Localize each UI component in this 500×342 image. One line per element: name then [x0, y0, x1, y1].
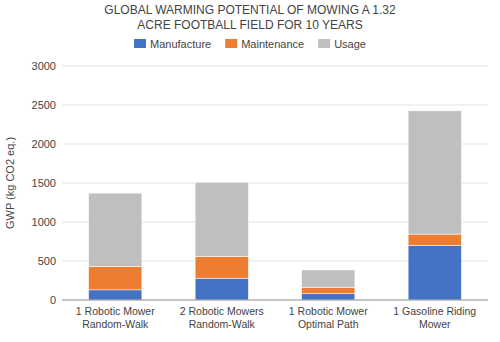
- x-tick-label: 1 Gasoline RidingMower: [393, 305, 476, 330]
- grid: [62, 66, 488, 300]
- bar-segment: [195, 278, 248, 300]
- bar-segment: [195, 182, 248, 256]
- x-tick-label: 1 Robotic MowerRandom-Walk: [76, 305, 155, 330]
- bar-segment: [89, 193, 142, 266]
- x-tick-label: 2 Robotic MowersRandom-Walk: [180, 305, 264, 330]
- legend-swatch: [134, 39, 146, 48]
- x-axis-line: [62, 300, 488, 301]
- y-tick-label: 500: [38, 255, 56, 267]
- y-tick-label: 1000: [32, 216, 56, 228]
- bars: [89, 111, 462, 300]
- y-tick-label: 2500: [32, 99, 56, 111]
- legend: Manufacture Maintenance Usage: [134, 38, 366, 50]
- bar-segment: [89, 266, 142, 289]
- y-tick-label: 3000: [32, 60, 56, 72]
- bar-segment: [302, 294, 355, 300]
- y-axis-label: GWP (kg CO2 eq.): [4, 137, 16, 229]
- legend-swatch: [318, 39, 330, 48]
- bar-segment: [408, 234, 461, 245]
- grid-line: [62, 300, 488, 301]
- x-tick-label: 1 Robotic MowerOptimal Path: [289, 305, 368, 330]
- legend-label: Manufacture: [150, 38, 211, 50]
- y-tick-label: 1500: [32, 177, 56, 189]
- bar-segment: [408, 245, 461, 300]
- bar-segment: [302, 288, 355, 294]
- grid-line: [62, 66, 488, 67]
- legend-label: Maintenance: [241, 38, 304, 50]
- chart: GLOBAL WARMING POTENTIAL OF MOWING A 1.3…: [0, 0, 500, 342]
- bar-segment: [195, 256, 248, 278]
- bar-segment: [302, 270, 355, 288]
- bar-segment: [89, 290, 142, 300]
- y-tick-label: 0: [50, 294, 56, 306]
- y-tick-label: 2000: [32, 138, 56, 150]
- bar-segment: [408, 111, 461, 234]
- grid-line: [62, 105, 488, 106]
- legend-swatch: [225, 39, 237, 48]
- title: GLOBAL WARMING POTENTIAL OF MOWING A 1.3…: [104, 3, 396, 32]
- legend-label: Usage: [334, 38, 366, 50]
